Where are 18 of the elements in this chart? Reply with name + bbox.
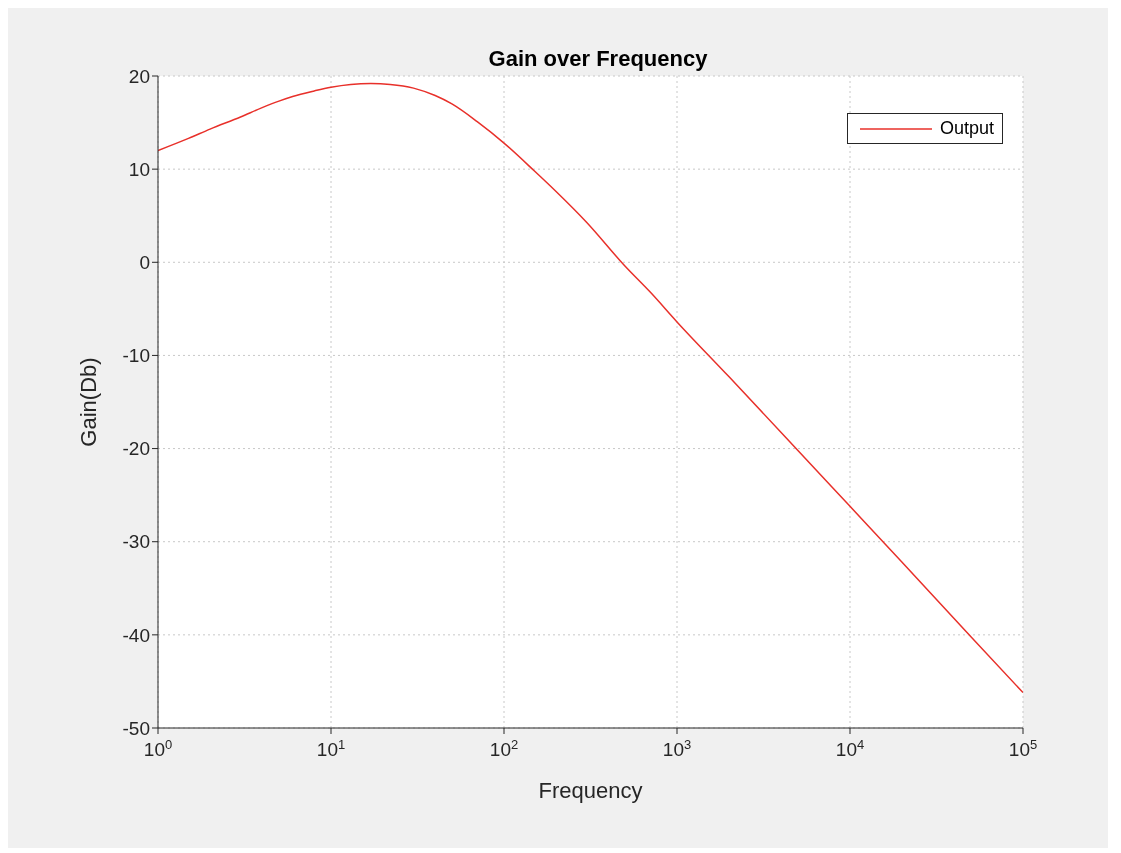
y-tick-label: -30 bbox=[122, 531, 150, 553]
x-tick-label: 10$^{4}$ bbox=[835, 736, 865, 760]
y-tick-label: -40 bbox=[122, 624, 150, 646]
x-tick-label: 10$^{5}$ bbox=[1008, 736, 1038, 760]
y-tick-label: -10 bbox=[122, 345, 150, 367]
x-tick-label: 10$^{3}$ bbox=[662, 736, 692, 760]
y-tick-label: 10 bbox=[128, 158, 150, 180]
y-axis-title: Gain(Db) bbox=[75, 357, 101, 447]
y-tick-label: 0 bbox=[139, 252, 150, 274]
y-tick-label: -50 bbox=[122, 717, 150, 739]
y-tick-label: 20 bbox=[128, 65, 150, 87]
x-tick-label: 10$^{1}$ bbox=[316, 736, 346, 760]
legend-label: Output bbox=[939, 118, 994, 139]
x-tick-label: 10$^{2}$ bbox=[489, 736, 519, 760]
y-tick-label: -20 bbox=[122, 438, 150, 460]
chart-title: Gain over Frequency bbox=[488, 46, 708, 72]
x-tick-label: 10$^{0}$ bbox=[143, 736, 173, 760]
x-axis-title: Frequency bbox=[538, 778, 643, 803]
